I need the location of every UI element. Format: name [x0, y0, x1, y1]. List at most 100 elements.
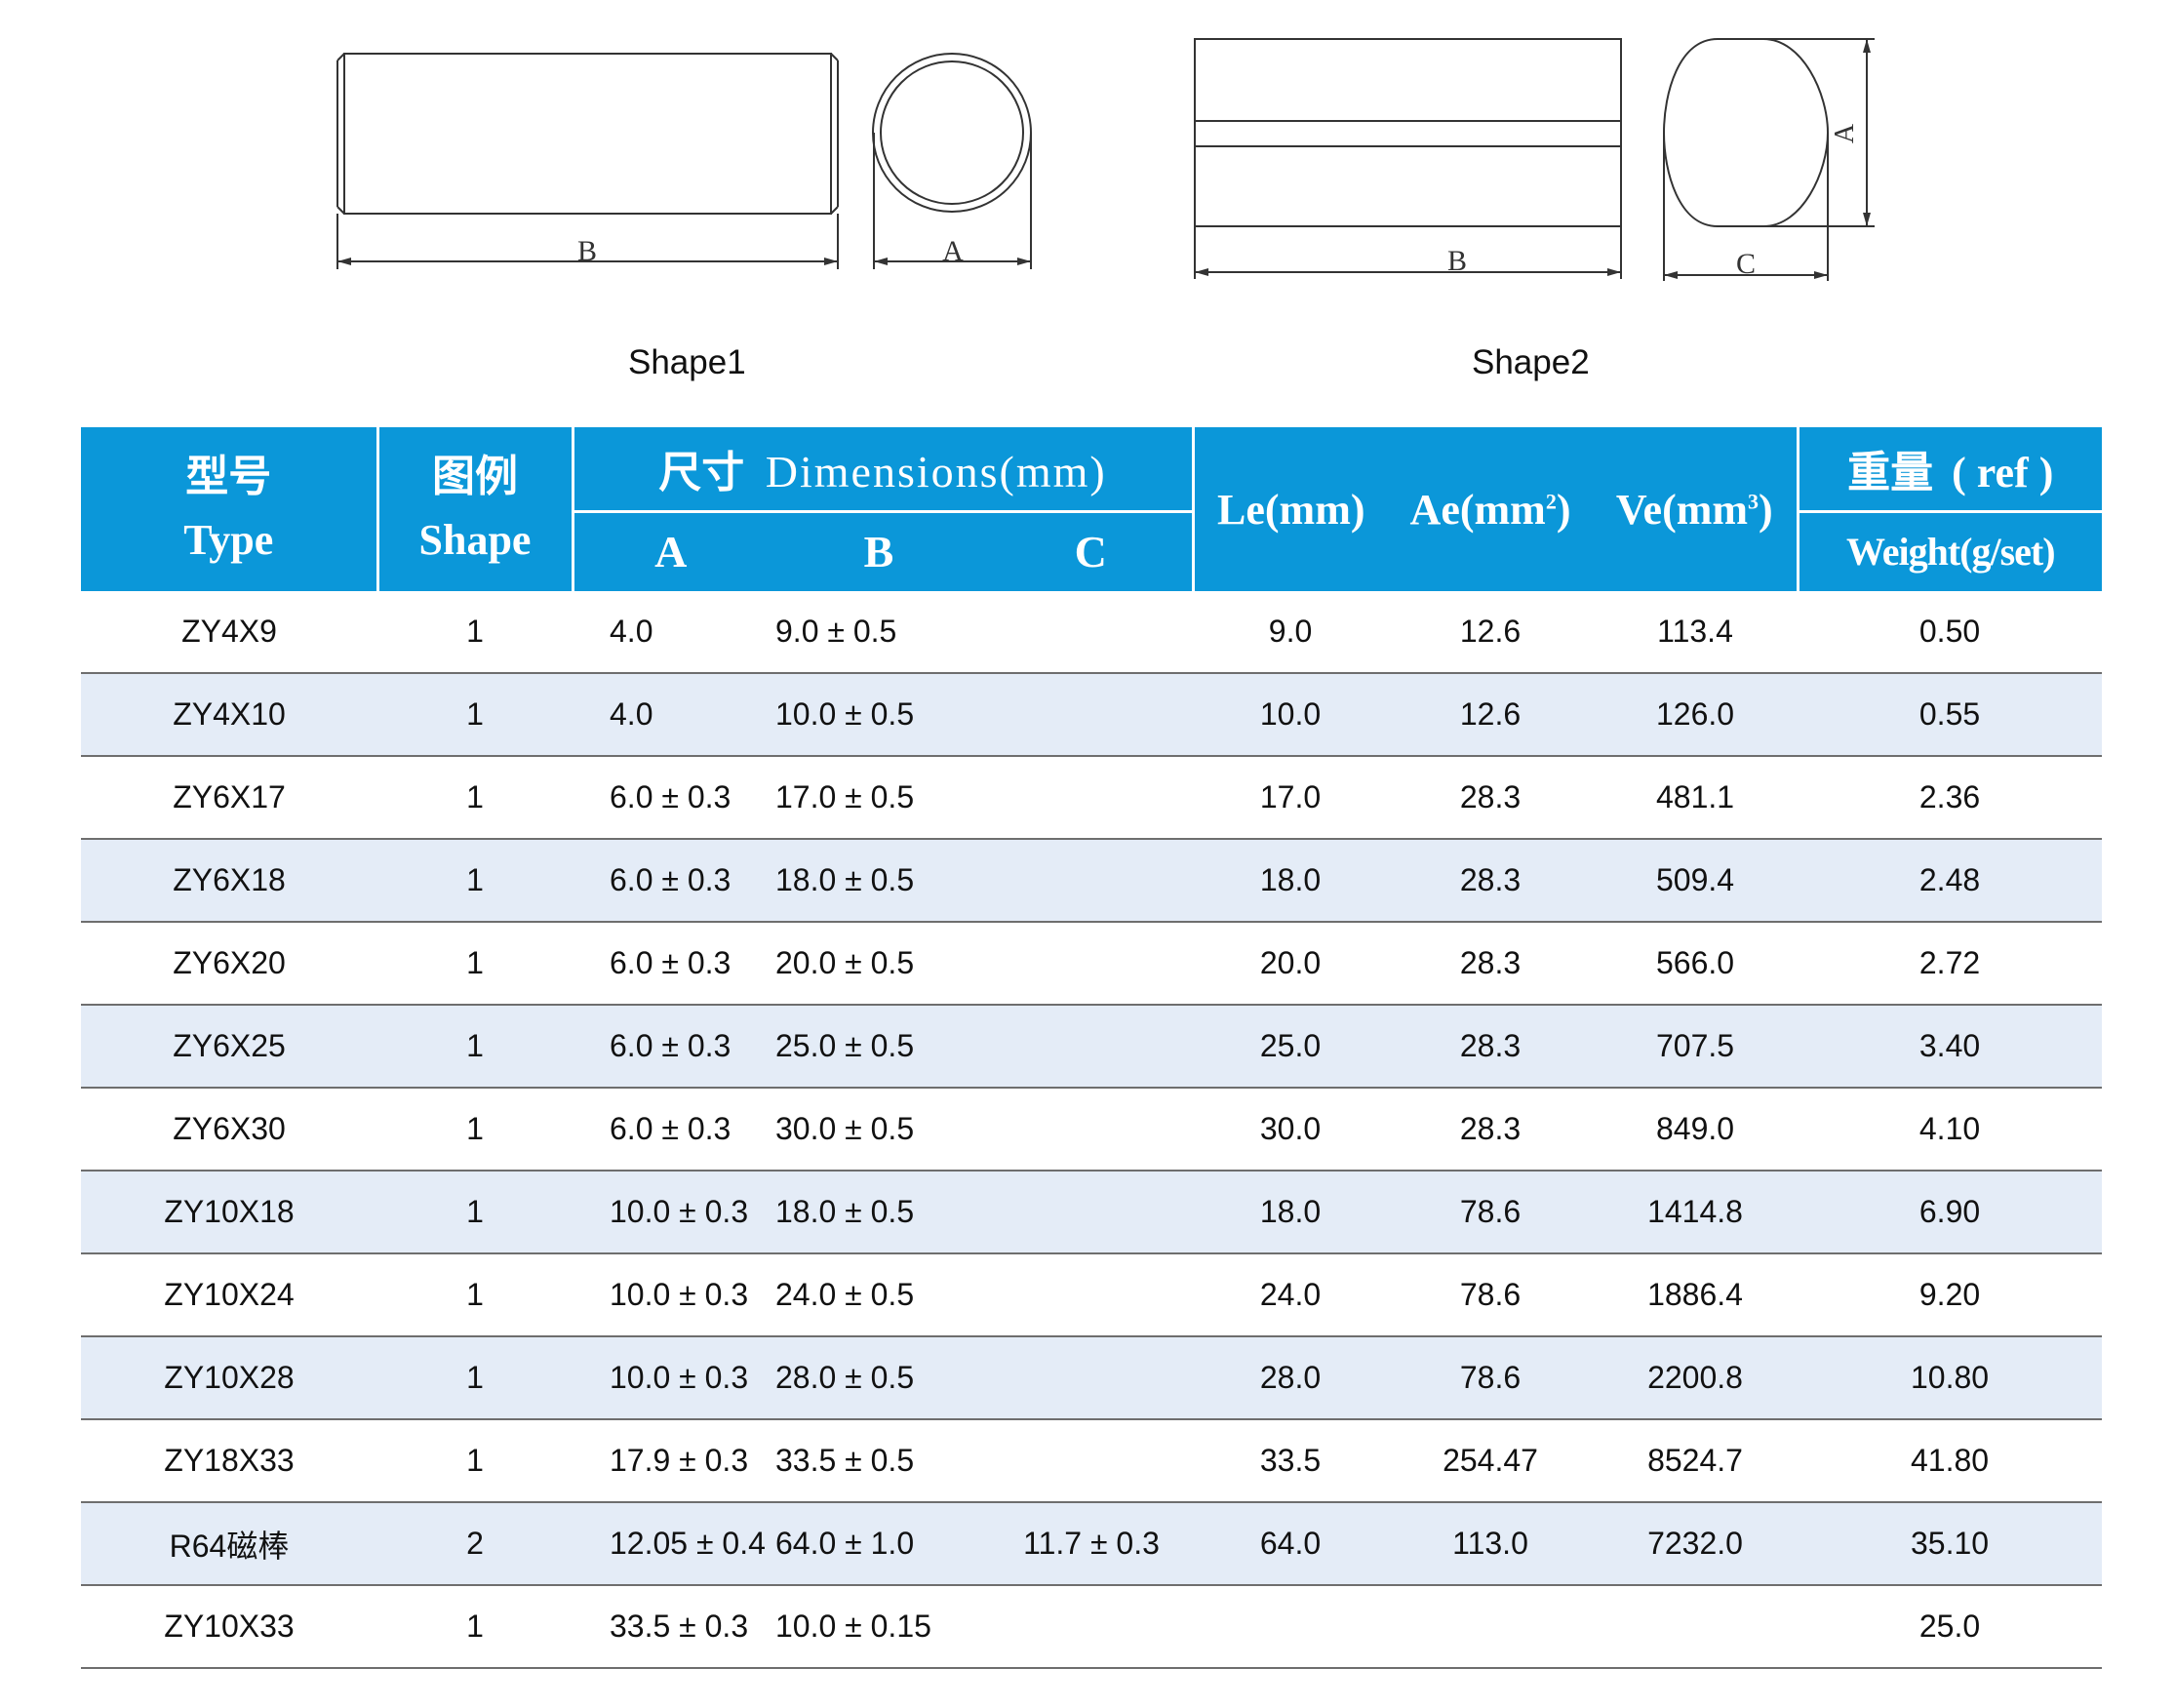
shape1-side-view: [336, 53, 839, 269]
cell-shape: 1: [377, 1336, 573, 1420]
cell-a: 10.0 ± 0.3: [573, 1253, 768, 1337]
cell-ve: 113.4: [1593, 591, 1799, 674]
header-weight-zh: 重量 ( ref ): [1796, 427, 2103, 511]
cell-ve: 1886.4: [1593, 1253, 1799, 1337]
cell-shape: 1: [377, 673, 573, 757]
cell-type: ZY6X30: [81, 1088, 377, 1172]
header-col-a: A: [571, 509, 768, 591]
spec-table: 型号 Type 图例 Shape 尺寸 Dimensions(mm) Le(mm…: [81, 427, 2103, 1669]
shape2-side-view: [1194, 38, 1622, 279]
cell-weight: 4.10: [1798, 1088, 2103, 1172]
cell-type: ZY18X33: [81, 1419, 377, 1503]
header-ve-base: Ve(mm: [1615, 485, 1749, 534]
cell-c: 11.7 ± 0.3: [990, 1502, 1194, 1586]
cell-weight: 0.50: [1798, 591, 2103, 674]
cell-ve: 707.5: [1593, 1005, 1799, 1089]
header-dimensions: 尺寸 Dimensions(mm): [571, 427, 1194, 511]
cell-shape: 1: [377, 922, 573, 1006]
cell-b: 18.0 ± 0.5: [768, 1171, 990, 1254]
header-ve-sup: 3: [1748, 488, 1760, 513]
cell-ve: 1414.8: [1593, 1171, 1799, 1254]
header-weight-ref: ( ref ): [1952, 449, 2054, 497]
header-shape: 图例 Shape: [376, 427, 573, 591]
cell-c: [990, 922, 1194, 1006]
cell-ae: 28.3: [1388, 922, 1594, 1006]
cell-ae: 254.47: [1388, 1419, 1594, 1503]
cell-weight: 2.36: [1798, 756, 2103, 840]
cell-a: 6.0 ± 0.3: [573, 922, 768, 1006]
table-row: ZY10X33 1 33.5 ± 0.3 10.0 ± 0.15 25.0: [81, 1585, 2103, 1669]
cell-type: ZY6X18: [81, 839, 377, 923]
cell-type: ZY10X18: [81, 1171, 377, 1254]
cell-type: ZY10X33: [81, 1585, 377, 1669]
cell-le: 18.0: [1193, 839, 1389, 923]
table-row: ZY4X10 1 4.0 10.0 ± 0.5 10.0 12.6 126.0 0.55: [81, 673, 2103, 757]
cell-shape: 1: [377, 756, 573, 840]
cell-weight: 2.72: [1798, 922, 2103, 1006]
cell-b: 24.0 ± 0.5: [768, 1253, 990, 1337]
cell-le: 64.0: [1193, 1502, 1389, 1586]
cell-weight: 41.80: [1798, 1419, 2103, 1503]
header-col-b: B: [768, 509, 990, 591]
cell-ae: 78.6: [1388, 1253, 1594, 1337]
header-col-c: C: [990, 509, 1194, 591]
cell-ae: 28.3: [1388, 756, 1594, 840]
table-row: ZY10X28 1 10.0 ± 0.3 28.0 ± 0.5 28.0 78.6 2200…: [81, 1336, 2103, 1420]
cell-b: 33.5 ± 0.5: [768, 1419, 990, 1503]
cell-ve: 8524.7: [1593, 1419, 1799, 1503]
cell-ae: 28.3: [1388, 839, 1594, 923]
table-row: ZY10X18 1 10.0 ± 0.3 18.0 ± 0.5 18.0 78.6 1414…: [81, 1171, 2103, 1254]
technical-drawings: B A B C A: [336, 38, 1875, 281]
cell-a: 6.0 ± 0.3: [573, 1005, 768, 1089]
cell-ve: 2200.8: [1593, 1336, 1799, 1420]
cell-le: 9.0: [1193, 591, 1389, 674]
header-dim-en: Dimensions(mm): [765, 447, 1107, 497]
header-dim-zh: 尺寸: [658, 449, 745, 497]
cell-shape: 1: [377, 1171, 573, 1254]
table-row: ZY4X9 1 4.0 9.0 ± 0.5 9.0 12.6 113.4 0.50: [81, 591, 2103, 674]
cell-c: [990, 839, 1194, 923]
cell-type: ZY10X28: [81, 1336, 377, 1420]
cell-ae: 28.3: [1388, 1005, 1594, 1089]
cell-a: 17.9 ± 0.3: [573, 1419, 768, 1503]
cell-a: 10.0 ± 0.3: [573, 1171, 768, 1254]
cell-c: [990, 756, 1194, 840]
cell-ae: 12.6: [1388, 591, 1594, 674]
cell-a: 6.0 ± 0.3: [573, 1088, 768, 1172]
shape2-dim-a: A: [1830, 123, 1860, 143]
cell-ve: 509.4: [1593, 839, 1799, 923]
cell-b: 28.0 ± 0.5: [768, 1336, 990, 1420]
cell-weight: 25.0: [1798, 1585, 2103, 1669]
header-type-zh: 型号: [185, 453, 272, 501]
header-ve: Ve(mm3): [1593, 427, 1799, 591]
cell-le: [1193, 1585, 1389, 1669]
cell-ae: 78.6: [1388, 1336, 1594, 1420]
header-type-en: Type: [183, 516, 274, 564]
header-shape-en: Shape: [418, 516, 532, 564]
table-row: ZY6X20 1 6.0 ± 0.3 20.0 ± 0.5 20.0 28.3 566.0 2…: [81, 922, 2103, 1006]
cell-weight: 35.10: [1798, 1502, 2103, 1586]
cell-ve: 849.0: [1593, 1088, 1799, 1172]
shape2-dim-b: B: [1447, 245, 1467, 277]
table-row: ZY6X17 1 6.0 ± 0.3 17.0 ± 0.5 17.0 28.3 481.1 2…: [81, 756, 2103, 840]
cell-a: 4.0: [573, 591, 768, 674]
cell-b: 10.0 ± 0.15: [768, 1585, 990, 1669]
table-row: R64磁棒 2 12.05 ± 0.4 64.0 ± 1.0 11.7 ± 0.3 64.…: [81, 1502, 2103, 1586]
cell-shape: 1: [377, 1419, 573, 1503]
cell-le: 10.0: [1193, 673, 1389, 757]
cell-le: 25.0: [1193, 1005, 1389, 1089]
cell-a: 33.5 ± 0.3: [573, 1585, 768, 1669]
cell-shape: 1: [377, 839, 573, 923]
cell-a: 6.0 ± 0.3: [573, 839, 768, 923]
cell-ae: 28.3: [1388, 1088, 1594, 1172]
cell-b: 20.0 ± 0.5: [768, 922, 990, 1006]
cell-b: 9.0 ± 0.5: [768, 591, 990, 674]
cell-c: [990, 1585, 1194, 1669]
cell-c: [990, 1088, 1194, 1172]
cell-type: ZY4X10: [81, 673, 377, 757]
shape1-dim-a: A: [942, 235, 964, 267]
cell-c: [990, 1005, 1194, 1089]
cell-c: [990, 673, 1194, 757]
cell-le: 20.0: [1193, 922, 1389, 1006]
cell-b: 64.0 ± 1.0: [768, 1502, 990, 1586]
